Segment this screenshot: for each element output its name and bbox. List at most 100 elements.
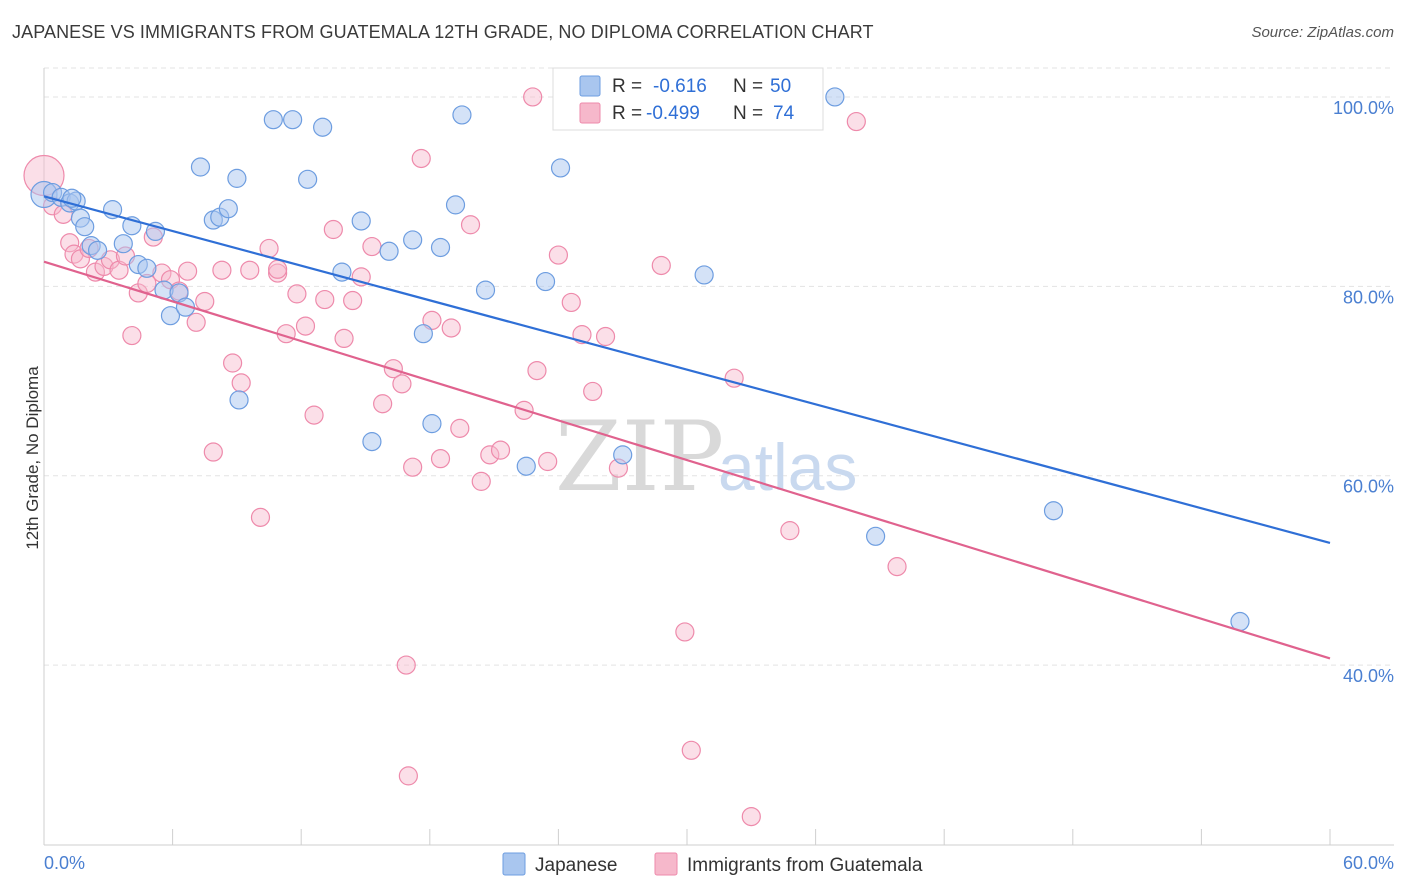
x-tick-label-min: 0.0% (44, 853, 85, 873)
japanese-point (218, 199, 238, 219)
y-tick-label: 40.0% (1343, 666, 1394, 686)
y-tick-labels: 40.0% 60.0% 80.0% 100.0% (1333, 98, 1394, 686)
guatemala-point (403, 457, 423, 477)
japanese-point (475, 280, 496, 300)
guatemala-point (304, 405, 324, 425)
guatemala-point (268, 259, 288, 279)
japanese-point (613, 445, 633, 465)
japanese-point (430, 237, 451, 258)
japanese-point (137, 258, 157, 278)
guatemala-point (651, 255, 671, 276)
guatemala-point (323, 219, 343, 240)
x-tick-labels: 0.0% 60.0% (44, 853, 1394, 873)
guatemala-point (223, 353, 243, 373)
japanese-point (263, 110, 283, 130)
watermark-zip: ZIP (555, 401, 724, 513)
y-tick-label: 100.0% (1333, 98, 1394, 118)
legend-n-value-guatemala: 74 (773, 103, 795, 124)
guatemala-point (741, 806, 761, 827)
guatemala-point (430, 449, 451, 469)
guatemala-point (846, 111, 866, 132)
bottom-legend-label-japanese: Japanese (535, 855, 617, 876)
guatemala-point (295, 316, 316, 336)
japanese-point (516, 456, 536, 476)
guatemala-point (195, 291, 215, 312)
japanese-point (190, 157, 211, 177)
guatemala-point (203, 442, 223, 462)
bottom-legend-swatch-guatemala (654, 852, 678, 876)
guatemala-point (460, 215, 481, 235)
guatemala-point (396, 655, 416, 675)
guatemala-point (548, 245, 569, 265)
legend-r-label-guatemala: R = (612, 103, 642, 124)
japanese-point (283, 110, 303, 130)
guatemala-point (343, 290, 363, 311)
bottom-legend-label-guatemala: Immigrants from Guatemala (687, 855, 923, 876)
guatemala-point (675, 622, 695, 642)
watermark-atlas: atlas (718, 430, 857, 504)
legend-r-value-guatemala: -0.499 (646, 103, 700, 124)
legend-swatch-guatemala (579, 102, 601, 124)
japanese-point (535, 271, 556, 292)
guatemala-trend-line (43, 260, 1331, 660)
guatemala-point (527, 360, 547, 381)
grid-lines (44, 67, 1394, 666)
japanese-point (362, 432, 382, 452)
japanese-points (30, 87, 1250, 632)
legend-n-label-guatemala: N = (733, 103, 763, 124)
legend-r-value-japanese: -0.616 (653, 76, 707, 97)
legend-swatch-japanese (579, 75, 601, 97)
japanese-point (422, 414, 442, 434)
chart-source: Source: ZipAtlas.com (1251, 24, 1394, 41)
guatemala-point (583, 381, 603, 402)
legend-n-value-japanese: 50 (770, 76, 791, 97)
japanese-point (403, 230, 423, 250)
japanese-point (351, 211, 371, 231)
guatemala-point (240, 260, 260, 280)
guatemala-point (398, 766, 418, 786)
guatemala-point (212, 260, 232, 280)
guatemala-point (122, 325, 142, 346)
japanese-point (825, 87, 845, 107)
guatemala-point (490, 440, 511, 460)
guatemala-point (595, 326, 616, 347)
guatemala-point (186, 312, 206, 332)
japanese-point (313, 117, 333, 137)
japanese-point (298, 169, 318, 189)
y-axis-label: 12th Grade, No Diploma (23, 366, 42, 550)
japanese-point (227, 168, 247, 188)
guatemala-point (471, 471, 491, 491)
guatemala-point (362, 236, 382, 257)
guatemala-point (315, 289, 335, 310)
guatemala-point (538, 451, 558, 472)
guatemala-point (523, 87, 543, 107)
guatemala-point (109, 260, 129, 280)
guatemala-point (780, 521, 800, 541)
japanese-point (866, 526, 886, 546)
japanese-point (75, 217, 95, 237)
guatemala-point (411, 148, 431, 169)
guatemala-point (250, 507, 271, 527)
y-tick-label: 60.0% (1343, 477, 1394, 497)
guatemala-point (561, 292, 581, 313)
y-tick-label: 80.0% (1343, 287, 1394, 307)
watermark: ZIP atlas (555, 401, 857, 513)
guatemala-point (441, 318, 461, 338)
japanese-point (229, 390, 249, 410)
guatemala-point (287, 284, 307, 304)
japanese-point (332, 262, 352, 282)
guatemala-point (231, 373, 251, 393)
guatemala-point (392, 374, 412, 394)
japanese-point (379, 241, 399, 261)
guatemala-point (334, 328, 354, 349)
guatemala-point (60, 233, 80, 253)
japanese-point (87, 240, 108, 260)
guatemala-point (450, 418, 470, 438)
guatemala-point (373, 394, 393, 414)
japanese-trend-line (43, 195, 1331, 544)
japanese-point (160, 306, 181, 326)
chart-title: JAPANESE VS IMMIGRANTS FROM GUATEMALA 12… (12, 22, 874, 42)
guatemala-point (887, 557, 907, 577)
bottom-legend: Japanese Immigrants from Guatemala (502, 852, 923, 876)
